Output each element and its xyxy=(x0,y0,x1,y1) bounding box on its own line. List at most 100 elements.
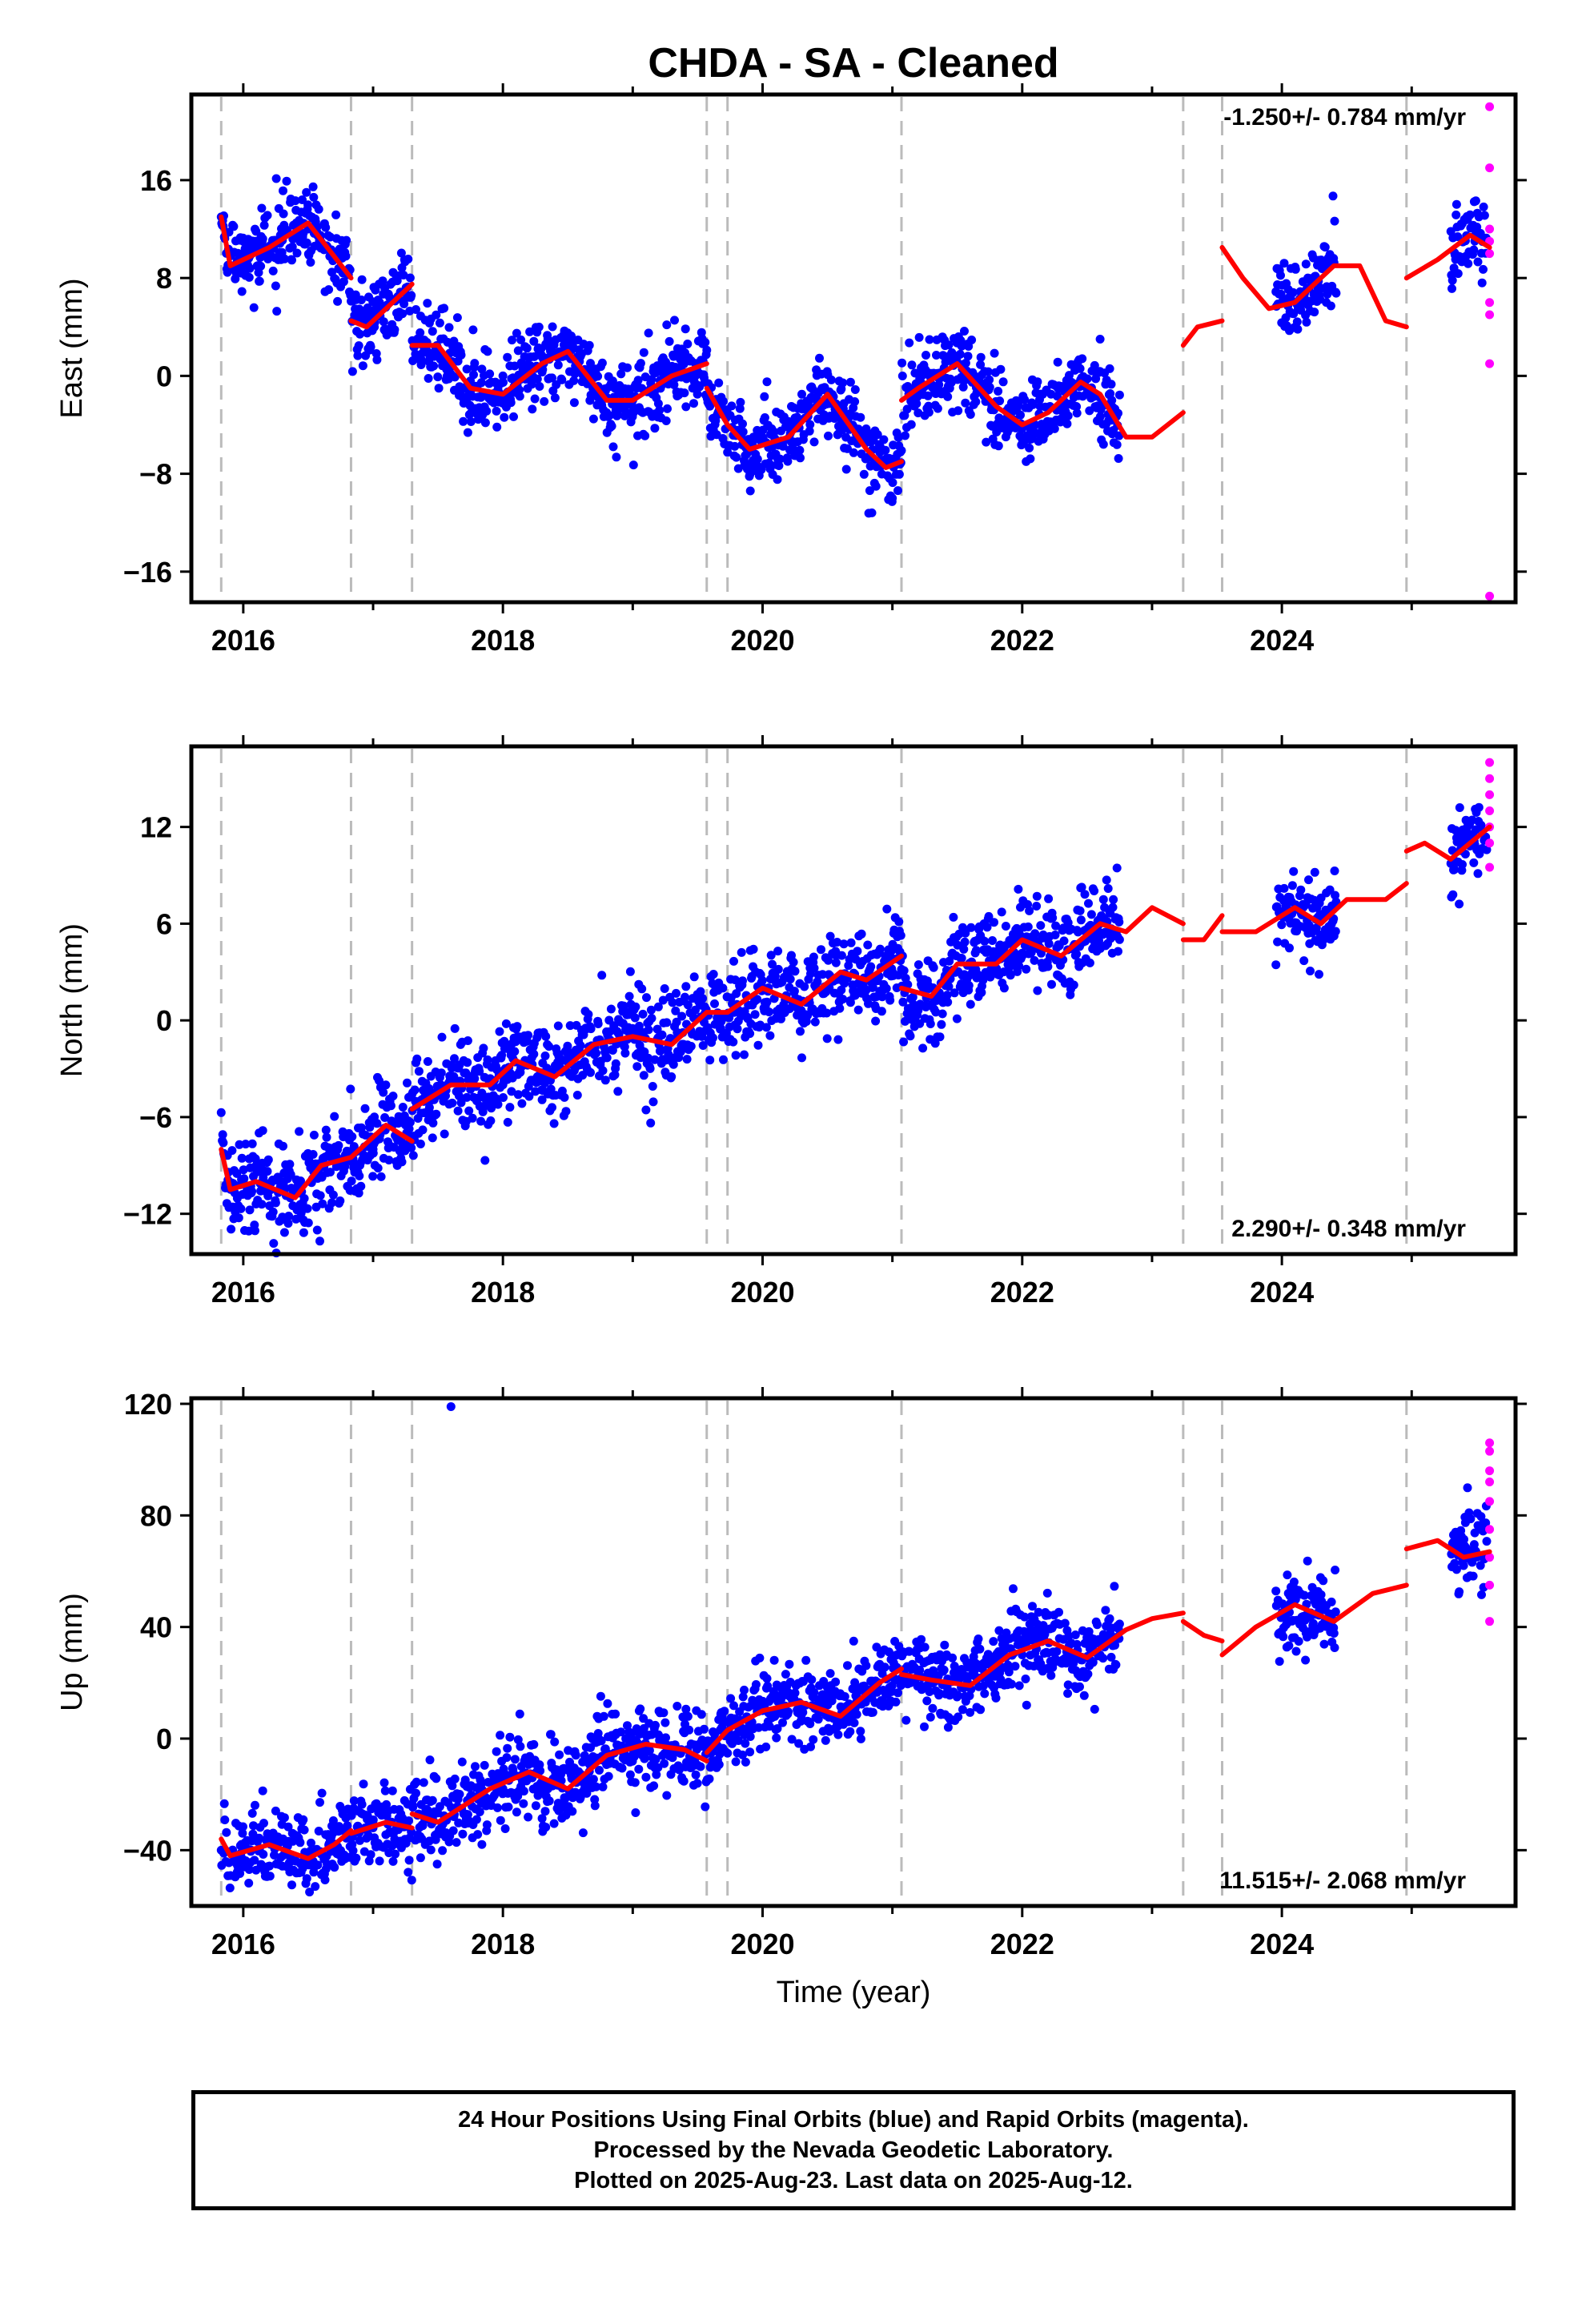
final-orbit-point xyxy=(973,970,982,979)
final-orbit-point xyxy=(279,186,287,195)
final-orbit-point xyxy=(404,1856,414,1865)
final-orbit-point xyxy=(1033,986,1042,995)
final-orbit-point xyxy=(611,1709,620,1719)
final-orbit-point xyxy=(741,1757,750,1767)
final-orbit-point xyxy=(1079,1691,1089,1700)
final-orbit-point xyxy=(967,336,977,344)
final-orbit-point xyxy=(519,1787,528,1796)
final-orbit-point xyxy=(935,1032,945,1042)
final-orbit-point xyxy=(937,1019,946,1029)
final-orbit-point xyxy=(572,1091,582,1100)
final-orbit-point xyxy=(647,1014,656,1023)
final-orbit-point xyxy=(412,1054,422,1063)
final-orbit-point xyxy=(475,1067,484,1076)
final-orbit-point xyxy=(1458,860,1467,869)
final-orbit-point xyxy=(390,325,400,335)
final-orbit-point xyxy=(681,402,691,412)
final-orbit-point xyxy=(432,1860,442,1869)
final-orbit-point xyxy=(315,1798,324,1807)
final-orbit-point xyxy=(457,1757,467,1767)
final-orbit-point xyxy=(831,1677,841,1687)
final-orbit-point xyxy=(650,424,660,433)
final-orbit-point xyxy=(403,1078,412,1088)
final-orbit-point xyxy=(330,1863,339,1872)
final-orbit-point xyxy=(432,1774,441,1783)
final-orbit-point xyxy=(668,998,677,1007)
final-orbit-point xyxy=(853,947,862,956)
final-orbit-point xyxy=(412,305,420,314)
final-orbit-point xyxy=(1050,931,1060,939)
final-orbit-point xyxy=(845,377,855,387)
final-orbit-point xyxy=(524,1812,533,1822)
final-orbit-point xyxy=(917,1634,926,1644)
final-orbit-point xyxy=(761,1742,771,1751)
final-orbit-point xyxy=(380,1113,390,1122)
final-orbit-point xyxy=(506,398,516,408)
final-orbit-point xyxy=(428,1118,438,1128)
final-orbit-point xyxy=(608,376,617,386)
final-orbit-point xyxy=(549,1819,559,1828)
final-orbit-point xyxy=(954,406,963,416)
final-orbit-point xyxy=(503,1743,512,1753)
final-orbit-point xyxy=(850,397,860,406)
final-orbit-point xyxy=(891,1697,901,1707)
final-orbit-point xyxy=(1292,317,1302,327)
final-orbit-point xyxy=(496,1731,505,1740)
final-orbit-point xyxy=(697,1710,706,1719)
final-orbit-point xyxy=(263,1155,273,1164)
final-orbit-point xyxy=(353,351,363,360)
final-orbit-point xyxy=(822,1008,832,1018)
final-orbit-point xyxy=(244,1226,254,1236)
final-orbit-point xyxy=(508,336,516,345)
final-orbit-point xyxy=(432,1109,441,1119)
final-orbit-point xyxy=(1096,405,1106,414)
final-orbit-point xyxy=(354,341,363,351)
final-orbit-point xyxy=(463,428,472,437)
final-orbit-point xyxy=(662,1791,672,1800)
final-orbit-point xyxy=(407,1143,416,1152)
final-orbit-point xyxy=(531,1801,540,1811)
rapid-orbit-point xyxy=(1485,790,1495,799)
final-orbit-point xyxy=(571,1751,580,1760)
final-orbit-point xyxy=(905,1031,915,1041)
final-orbit-point xyxy=(663,404,672,413)
final-orbit-point xyxy=(510,1047,520,1056)
final-orbit-point xyxy=(466,417,476,426)
final-orbit-point xyxy=(454,1092,464,1100)
final-orbit-point xyxy=(831,958,841,967)
final-orbit-point xyxy=(778,441,788,451)
y-axis-label: North (mm) xyxy=(55,923,89,1077)
final-orbit-point xyxy=(912,399,921,408)
final-orbit-point xyxy=(326,1168,335,1177)
final-orbit-point xyxy=(359,1779,368,1789)
final-orbit-point xyxy=(659,1708,669,1718)
x-tick-label: 2024 xyxy=(1250,624,1314,657)
final-orbit-point xyxy=(648,1082,657,1091)
final-orbit-point xyxy=(943,997,953,1007)
final-orbit-point xyxy=(897,372,907,380)
final-orbit-point xyxy=(1069,980,1078,990)
final-orbit-point xyxy=(462,1092,472,1102)
final-orbit-point xyxy=(593,372,603,381)
final-orbit-point xyxy=(929,963,938,972)
final-orbit-point xyxy=(853,1005,863,1015)
final-orbit-point xyxy=(510,361,520,371)
figure-title: CHDA - SA - Cleaned xyxy=(648,40,1058,86)
final-orbit-point xyxy=(482,1820,492,1830)
final-orbit-point xyxy=(894,917,904,927)
final-orbit-point xyxy=(432,310,441,320)
final-orbit-point xyxy=(485,369,495,379)
final-orbit-point xyxy=(693,1779,702,1788)
final-orbit-point xyxy=(237,287,247,296)
final-orbit-point xyxy=(1036,921,1046,931)
final-orbit-points xyxy=(216,174,1491,518)
final-orbit-point xyxy=(1084,899,1093,908)
final-orbit-point xyxy=(532,374,542,384)
final-orbit-point xyxy=(817,945,825,955)
final-orbit-point xyxy=(1288,287,1298,297)
final-orbit-point xyxy=(762,997,772,1007)
final-orbit-point xyxy=(541,1031,551,1041)
final-orbit-point xyxy=(1479,264,1488,274)
final-orbit-point xyxy=(483,1055,492,1064)
